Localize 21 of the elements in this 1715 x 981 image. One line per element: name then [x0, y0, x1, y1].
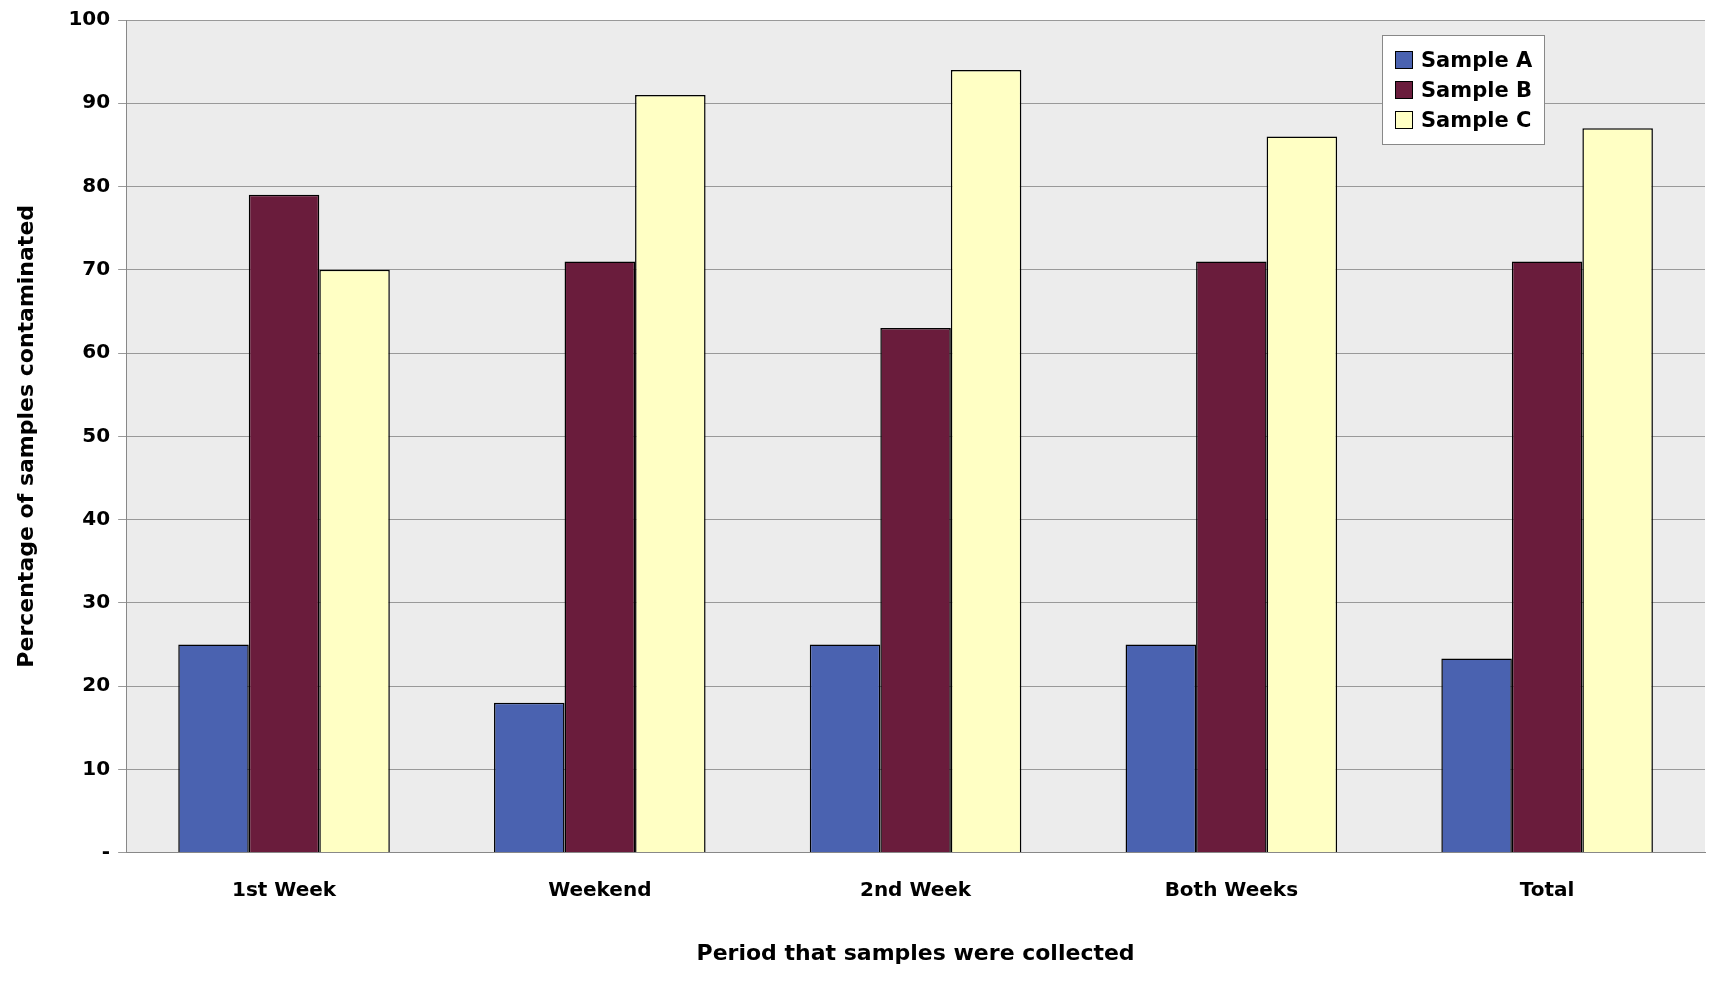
y-tick-label: 100 — [68, 6, 111, 31]
y-tick-label: 40 — [82, 505, 111, 530]
legend-label: Sample A — [1421, 48, 1533, 72]
legend-label: Sample B — [1421, 78, 1532, 102]
y-tick-label: 60 — [82, 339, 111, 364]
y-axis-title: Percentage of samples contaminated — [12, 204, 38, 668]
y-tick-label: 50 — [82, 422, 111, 447]
legend-label: Sample C — [1421, 108, 1532, 132]
y-tick-label: 90 — [82, 89, 111, 114]
y-tick-label: 10 — [82, 755, 111, 780]
y-tick-label: 30 — [82, 589, 111, 614]
x-axis-title: Period that samples were collected — [696, 939, 1135, 965]
x-tick-label: 1st Week — [231, 876, 337, 901]
y-tick-label: 80 — [82, 172, 111, 197]
x-tick-label: 2nd Week — [859, 876, 972, 901]
y-tick-label: - — [101, 838, 111, 863]
x-tick-label: Weekend — [548, 876, 652, 901]
y-tick-label: 20 — [82, 672, 111, 697]
x-tick-label: Both Weeks — [1164, 876, 1299, 901]
y-tick-label: 70 — [82, 255, 111, 280]
x-tick-label: Total — [1519, 876, 1575, 901]
